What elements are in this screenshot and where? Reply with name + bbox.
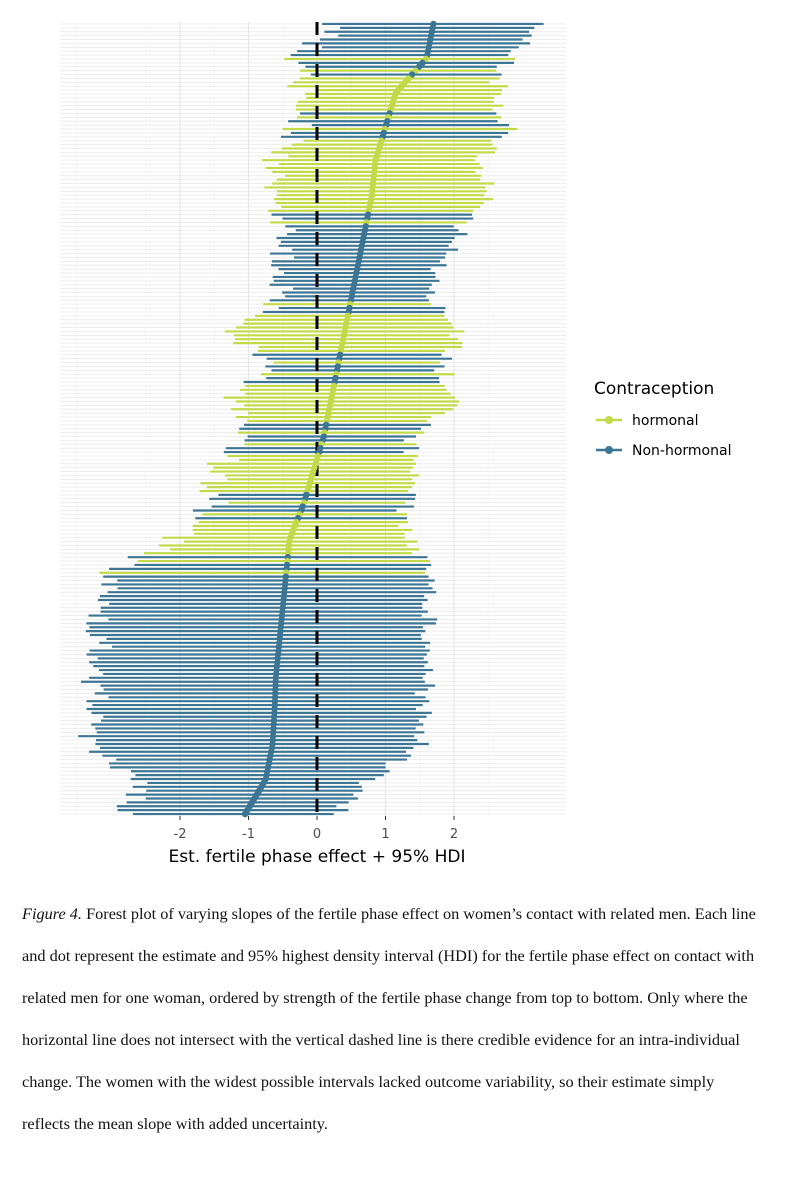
estimate-point — [241, 810, 249, 818]
x-tick-label: 1 — [381, 827, 389, 842]
x-axis-title: Est. fertile phase effect + 95% HDI — [169, 847, 466, 867]
plot-panel — [60, 22, 566, 816]
x-tick-label: 2 — [450, 827, 458, 842]
figure-label: Figure 4. — [22, 904, 82, 923]
figure-caption: Figure 4. Forest plot of varying slopes … — [22, 893, 762, 1145]
legend-entry-label: Non-hormonal — [632, 443, 731, 459]
legend-key-point — [605, 446, 613, 454]
x-axis-ticks: -2 -1 0 1 2 — [174, 816, 458, 842]
estimate-points — [241, 20, 437, 818]
caption-text: Forest plot of varying slopes of the fer… — [22, 904, 756, 1133]
legend-key-point — [605, 416, 613, 424]
legend: Contraception hormonal Non-hormonal — [594, 379, 731, 459]
forest-plot: -2 -1 0 1 2 Est. fertile phase effect + 95% … — [60, 20, 731, 867]
x-tick-label: -1 — [242, 827, 255, 842]
legend-title: Contraception — [594, 379, 714, 399]
x-tick-label: -2 — [174, 827, 187, 842]
legend-entry-label: hormonal — [632, 413, 699, 429]
x-tick-label: 0 — [313, 827, 321, 842]
interval-lines — [78, 22, 544, 816]
